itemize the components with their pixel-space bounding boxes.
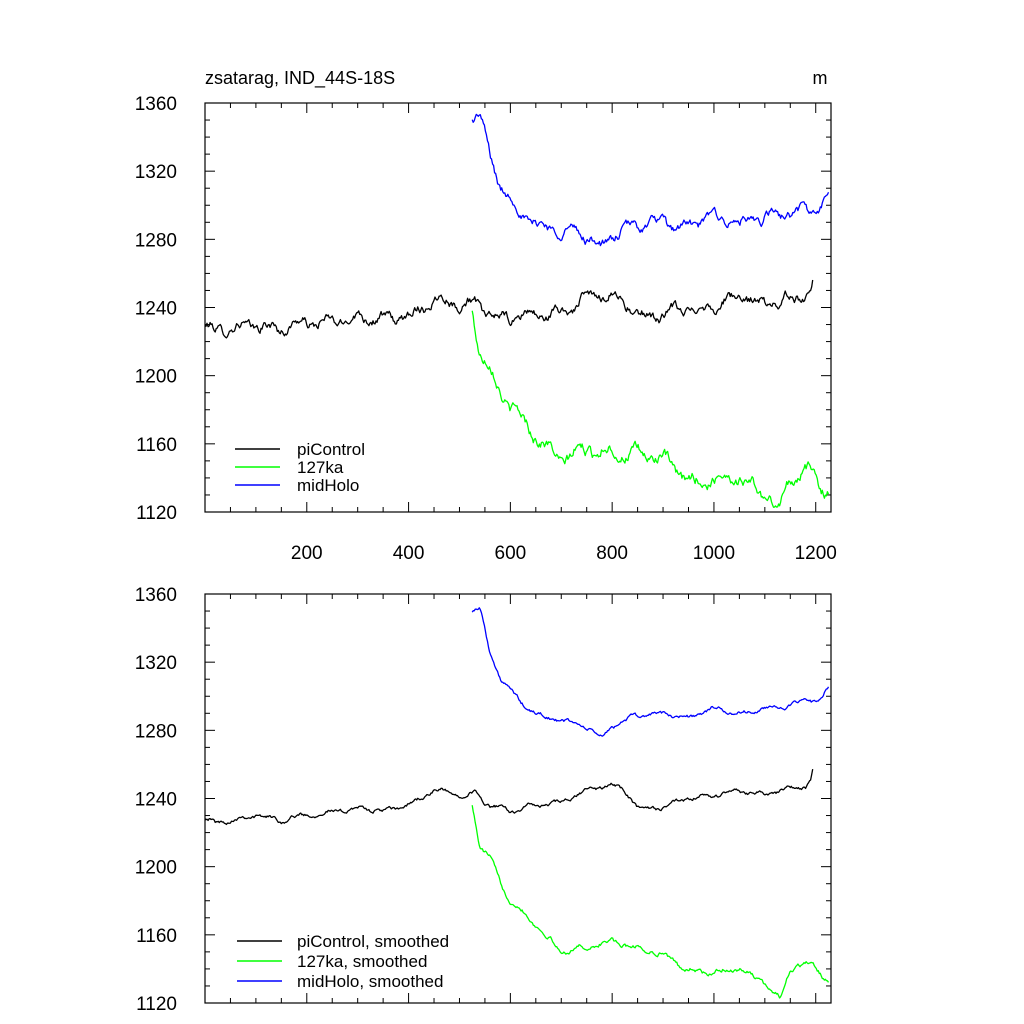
legend-label: midHolo [297, 476, 359, 495]
x-tick-label: 800 [596, 543, 628, 564]
x-tick-label: 600 [495, 543, 527, 564]
legend-label: piControl [297, 440, 365, 459]
legend-label: 127ka [297, 458, 344, 477]
x-tick-label: 200 [291, 543, 323, 564]
legend-label: piControl, smoothed [297, 932, 449, 951]
legend-label: 127ka, smoothed [297, 952, 427, 971]
legend-label: midHolo, smoothed [297, 972, 443, 991]
y-tick-label: 1120 [136, 503, 177, 524]
chart-title: zsatarag, IND_44S-18S [205, 68, 395, 89]
y-tick-label: 1200 [135, 858, 177, 879]
y-tick-label: 1160 [136, 926, 177, 947]
x-tick-label: 1200 [795, 543, 837, 564]
y-tick-label: 1320 [135, 653, 177, 674]
series-line-midholo-smoothed [471, 607, 830, 737]
y-tick-label: 1360 [135, 585, 177, 606]
y-tick-label: 1280 [135, 230, 177, 251]
series-line-127ka [471, 310, 830, 508]
bottom-chart: 1120 1160 1200 1240 1280 1320 1360 piControl, s… [135, 585, 832, 1015]
series-line-picontrol [204, 279, 814, 339]
series-line-picontrol-smoothed [204, 768, 814, 826]
y-tick-label: 1160 [136, 435, 177, 456]
top-chart: 200 400 600 800 1000 1200 1120 1160 1200 1240 1280… [135, 68, 837, 564]
series-line-127ka-smoothed [471, 805, 830, 999]
y-tick-label: 1320 [135, 162, 177, 183]
y-tick-label: 1280 [135, 721, 177, 742]
x-tick-label: 1000 [693, 543, 735, 564]
y-tick-label: 1240 [135, 790, 177, 811]
units-label: m [813, 68, 828, 88]
y-tick-label: 1240 [135, 299, 177, 320]
y-tick-label: 1120 [136, 994, 177, 1015]
series-line-midholo [471, 113, 830, 247]
y-tick-label: 1360 [135, 94, 177, 115]
x-tick-label: 400 [393, 543, 425, 564]
y-tick-label: 1200 [135, 367, 177, 388]
